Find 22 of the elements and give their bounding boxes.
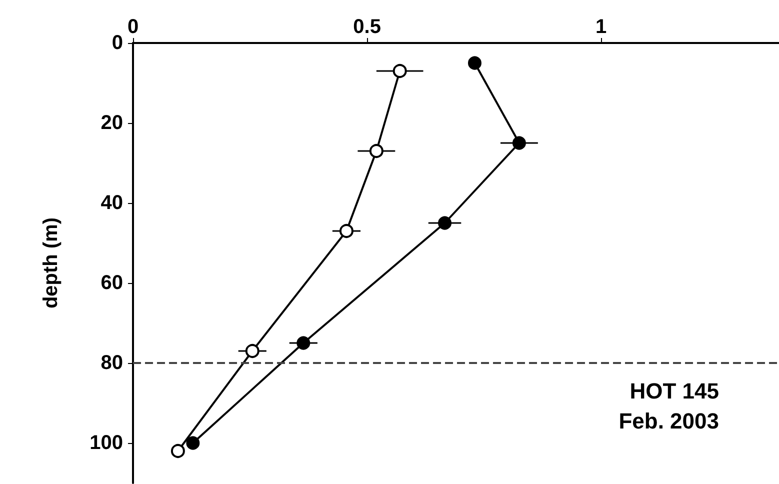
point xyxy=(296,336,310,350)
y-tick-label: 0 xyxy=(112,32,123,54)
y-tick-label: 80 xyxy=(100,352,123,374)
point xyxy=(245,344,260,358)
y-tick-label: 40 xyxy=(100,192,123,214)
point xyxy=(438,216,452,230)
point xyxy=(512,136,526,150)
x-tick-label: 0 xyxy=(127,16,139,38)
point xyxy=(392,64,407,78)
y-tick-label: 100 xyxy=(90,432,123,454)
point xyxy=(468,56,482,70)
point xyxy=(339,224,354,238)
x-tick-label: 0.5 xyxy=(353,16,381,38)
y-axis-title: depth (m) xyxy=(40,217,62,309)
annotation: Feb. 2003 xyxy=(618,408,720,434)
point xyxy=(186,436,200,450)
y-tick-label: 60 xyxy=(100,272,123,294)
point xyxy=(170,444,185,458)
point xyxy=(369,144,384,158)
x-tick-label: 1 xyxy=(596,16,607,38)
y-tick-label: 20 xyxy=(100,112,123,134)
annotation: HOT 145 xyxy=(630,378,720,404)
